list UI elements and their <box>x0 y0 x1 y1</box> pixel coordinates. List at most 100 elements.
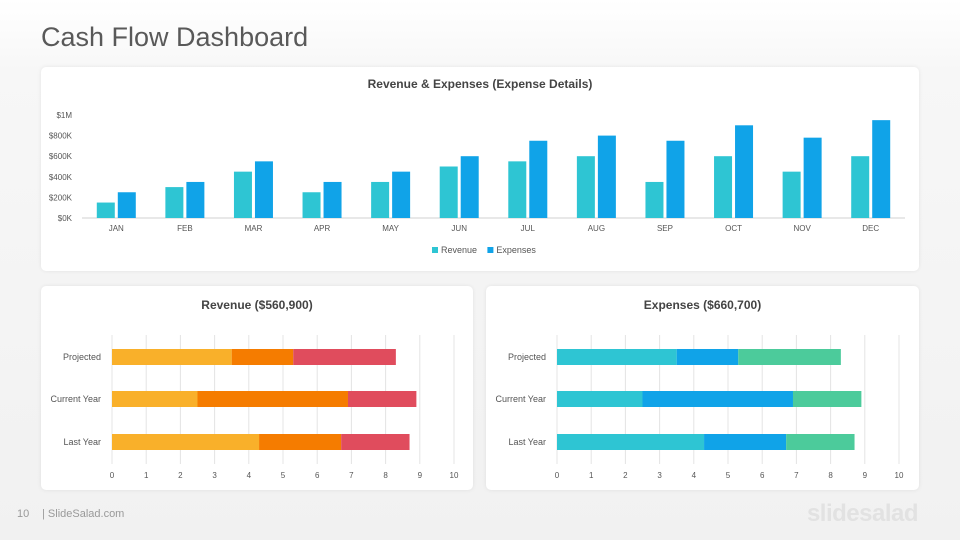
x-tick-label: 4 <box>692 471 697 480</box>
bar-segment <box>347 391 417 407</box>
x-tick-label: FEB <box>177 224 193 233</box>
page-number: 10 <box>17 508 30 520</box>
bar-segment <box>231 349 294 365</box>
revenue-bar <box>645 181 664 218</box>
x-tick-label: DEC <box>862 224 879 233</box>
bar-segment <box>259 434 342 450</box>
y-tick-label: $200K <box>49 193 73 202</box>
x-tick-label: JUL <box>521 224 536 233</box>
revenue-bar <box>508 161 527 218</box>
revenue-bar <box>371 181 390 218</box>
x-tick-label: 10 <box>450 471 459 480</box>
revenue-bar <box>851 156 870 218</box>
chart-title: Revenue & Expenses (Expense Details) <box>368 77 593 91</box>
bar-segment <box>786 434 855 450</box>
legend-swatch <box>432 247 438 253</box>
revenue-bar <box>782 171 801 218</box>
x-tick-label: MAR <box>245 224 263 233</box>
bar-segment <box>197 391 348 407</box>
x-tick-label: 3 <box>212 471 217 480</box>
revenue-bar <box>96 202 115 218</box>
expenses-breakdown-card: Expenses ($660,700) 0 1 2 3 4 5 6 7 8 9 10 Projected… <box>486 286 919 490</box>
revenue-bar <box>165 187 184 218</box>
y-tick-label: $800K <box>49 132 73 141</box>
x-tick-label: 1 <box>144 471 149 480</box>
brand-logo: slidesalad <box>806 500 919 527</box>
category-label: Last Year <box>508 437 546 447</box>
revenue-bar <box>714 156 733 218</box>
x-tick-label: NOV <box>793 224 811 233</box>
x-tick-label: 8 <box>383 471 388 480</box>
x-tick-label: OCT <box>725 224 742 233</box>
page-title: Cash Flow Dashboard <box>41 22 309 52</box>
bar-segment <box>293 349 396 365</box>
category-label: Last Year <box>63 437 101 447</box>
bar-segment <box>341 434 410 450</box>
category-label: Projected <box>508 352 546 362</box>
y-tick-label: $400K <box>49 173 73 182</box>
category-label: Current Year <box>495 394 546 404</box>
expenses-bar <box>597 135 616 218</box>
legend-swatch <box>487 247 494 253</box>
bar-segment <box>112 434 260 450</box>
revenue-expenses-chart: Revenue & Expenses (Expense Details) $0K $… <box>49 77 905 255</box>
x-tick-label: 9 <box>863 471 868 480</box>
x-tick-label: JAN <box>109 224 124 233</box>
revenue-expenses-card: Revenue & Expenses (Expense Details) $0K $… <box>41 67 919 271</box>
x-tick-label: 8 <box>828 471 833 480</box>
expenses-bar <box>666 140 685 218</box>
expenses-bar <box>872 120 891 218</box>
x-tick-label: 5 <box>281 471 286 480</box>
category-label: Projected <box>63 352 101 362</box>
bar-segment <box>676 349 739 365</box>
expenses-bar <box>323 181 342 218</box>
x-tick-label: 10 <box>895 471 904 480</box>
x-tick-label: 2 <box>623 471 628 480</box>
x-tick-label: SEP <box>657 224 673 233</box>
x-tick-label: 1 <box>589 471 594 480</box>
expenses-bar <box>117 192 136 218</box>
x-tick-label: 6 <box>315 471 320 480</box>
bar-segment <box>704 434 787 450</box>
bar-segment <box>112 349 232 365</box>
bar-segment <box>557 349 677 365</box>
bar-segment <box>557 434 705 450</box>
x-tick-label: 9 <box>418 471 423 480</box>
expenses-bar <box>735 125 754 218</box>
y-tick-label: $1M <box>56 111 72 120</box>
bar-segment <box>738 349 841 365</box>
x-tick-label: 6 <box>760 471 765 480</box>
revenue-bar <box>576 156 595 218</box>
legend-label: Expenses <box>496 245 536 255</box>
x-tick-label: 5 <box>726 471 731 480</box>
site-credit: | SlideSalad.com <box>42 508 125 520</box>
x-tick-label: APR <box>314 224 331 233</box>
revenue-bar <box>233 171 252 218</box>
x-tick-label: 0 <box>110 471 115 480</box>
x-tick-label: AUG <box>588 224 605 233</box>
x-tick-label: 7 <box>794 471 799 480</box>
revenue-bar <box>302 192 321 218</box>
expenses-bar <box>254 161 273 218</box>
revenue-bar <box>439 166 458 218</box>
chart-title: Expenses ($660,700) <box>644 298 761 312</box>
y-tick-label: $600K <box>49 152 73 161</box>
x-tick-label: JUN <box>451 224 467 233</box>
bar-segment <box>642 391 793 407</box>
bar-segment <box>557 391 643 407</box>
expenses-bar <box>392 171 411 218</box>
x-tick-label: MAY <box>382 224 399 233</box>
expenses-bar <box>460 156 479 218</box>
revenue-breakdown-chart: Revenue ($560,900) 0 1 2 3 4 5 6 7 8 9 10 Projected C… <box>50 298 459 480</box>
x-tick-label: 0 <box>555 471 560 480</box>
chart-title: Revenue ($560,900) <box>201 298 312 312</box>
legend-label: Revenue <box>441 245 477 255</box>
expenses-bar <box>529 140 548 218</box>
x-tick-label: 4 <box>247 471 252 480</box>
bar-segment <box>112 391 198 407</box>
x-tick-label: 2 <box>178 471 183 480</box>
y-tick-label: $0K <box>58 214 73 223</box>
x-tick-label: 7 <box>349 471 354 480</box>
expenses-bar <box>803 137 822 218</box>
category-label: Current Year <box>50 394 101 404</box>
